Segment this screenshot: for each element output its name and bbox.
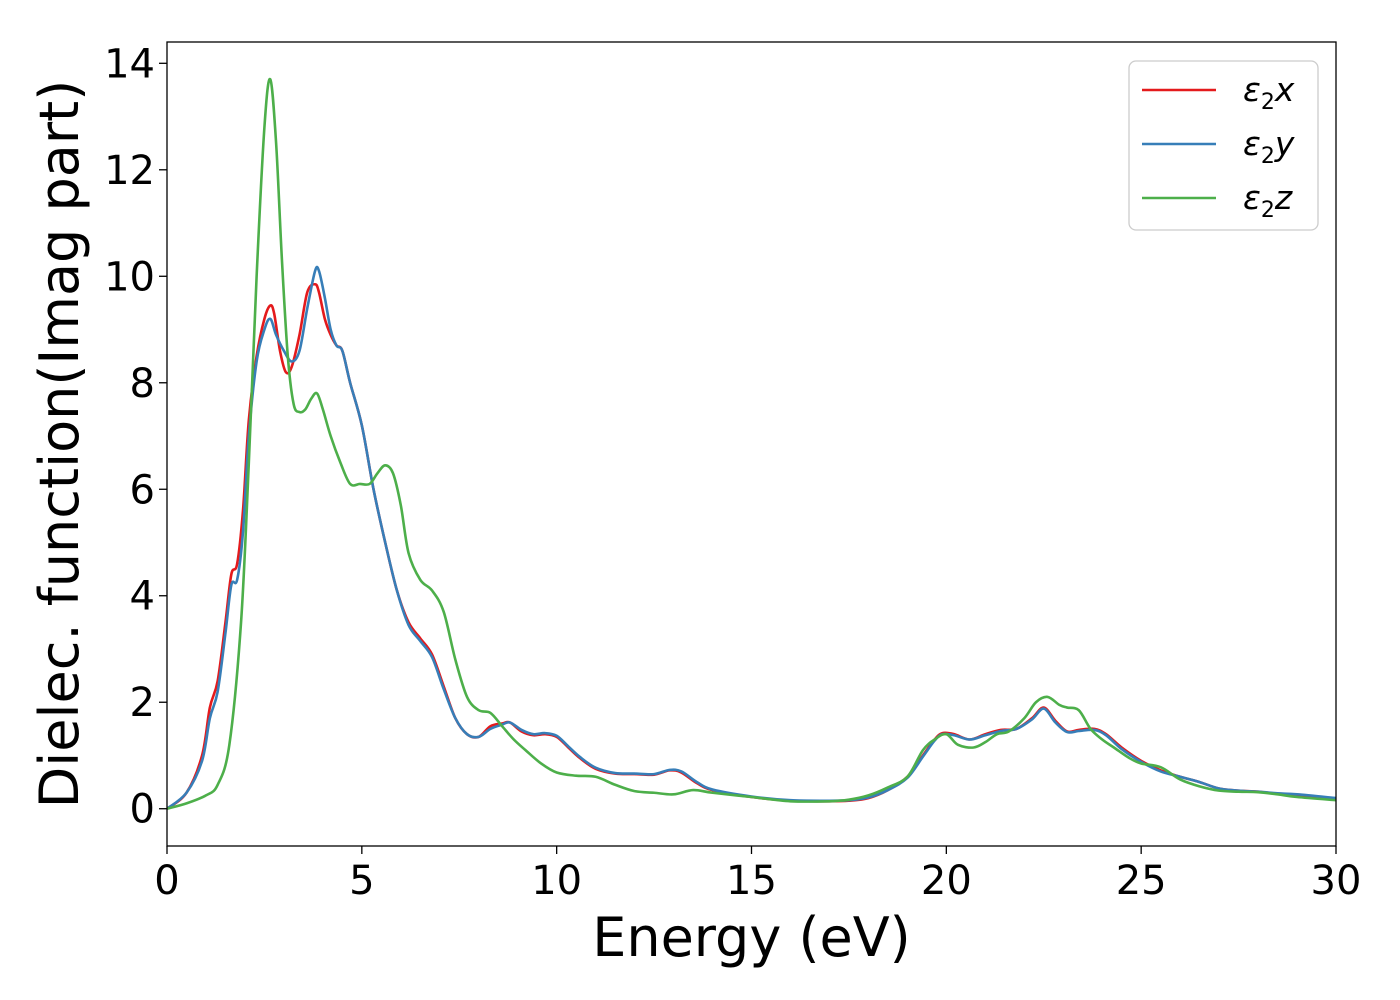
x-tick-label: 25 [1116, 858, 1167, 904]
legend-component: y [1274, 124, 1295, 163]
axes-frame [166, 41, 1337, 847]
x-tick-label: 30 [1311, 858, 1362, 904]
legend-component: x [1274, 70, 1295, 109]
y-axis-ticks: 0 2 4 6 8 10 12 14 [104, 41, 167, 833]
x-tick-label: 20 [921, 858, 972, 904]
legend-subscript: 2 [1261, 144, 1275, 169]
x-tick-label: 5 [349, 858, 374, 904]
legend-symbol: ε [1243, 70, 1261, 109]
legend-label-z: ε2z [1243, 178, 1293, 223]
y-tick-label: 10 [104, 254, 155, 300]
series-line-z [167, 77, 1336, 810]
y-tick-label: 8 [130, 361, 155, 407]
series-line-y [167, 265, 1336, 810]
y-tick-label: 4 [130, 574, 155, 620]
y-axis-label: Dielec. function(Imag part) [28, 80, 91, 809]
y-tick-label: 6 [130, 467, 155, 513]
y-tick-label: 0 [130, 787, 155, 833]
x-axis-ticks: 0 5 10 15 20 25 30 [154, 846, 1361, 904]
legend-component: z [1274, 178, 1293, 217]
series-layer [167, 77, 1336, 810]
legend-box [1128, 60, 1319, 231]
legend-subscript: 2 [1261, 198, 1275, 223]
series-line-x [167, 282, 1336, 810]
x-tick-label: 15 [726, 858, 777, 904]
legend-label-y: ε2y [1243, 124, 1295, 169]
x-tick-label: 10 [531, 858, 582, 904]
y-tick-label: 2 [130, 680, 155, 726]
legend-subscript: 2 [1261, 90, 1275, 115]
x-axis-label: Energy (eV) [592, 906, 911, 969]
y-tick-label: 14 [104, 41, 155, 87]
legend-symbol: ε [1243, 124, 1261, 163]
y-tick-label: 12 [104, 148, 155, 194]
legend-label-x: ε2x [1243, 70, 1295, 115]
x-tick-label: 0 [154, 858, 179, 904]
legend-symbol: ε [1243, 178, 1261, 217]
